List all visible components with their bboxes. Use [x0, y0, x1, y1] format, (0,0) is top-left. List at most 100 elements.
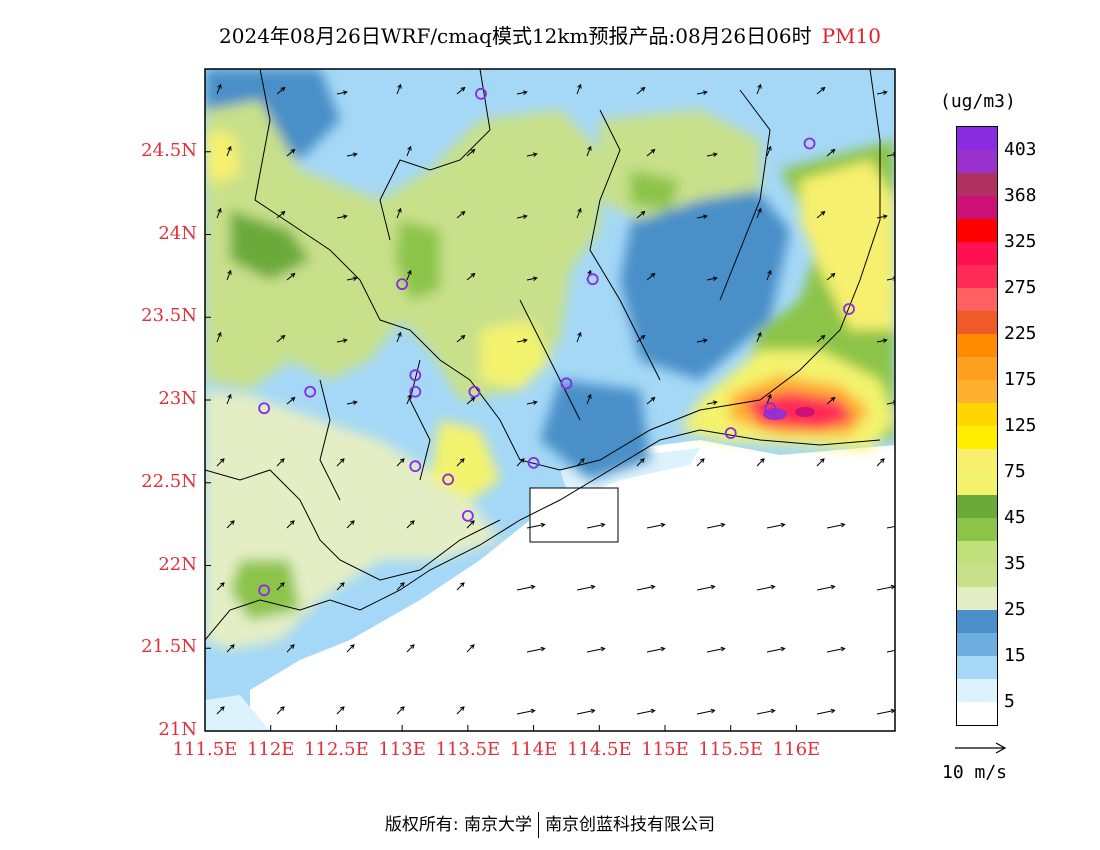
wind-arrow-head: [767, 145, 772, 151]
wind-arrow-head: [532, 400, 538, 405]
wind-arrow: [816, 211, 825, 219]
sea-area: [250, 440, 895, 731]
wind-arrow-head: [409, 520, 415, 525]
wind-arrow: [216, 332, 222, 343]
wind-arrow-head: [399, 706, 405, 711]
wind-arrow-head: [530, 584, 536, 590]
wind-arrow: [346, 644, 355, 653]
wind-arrow: [586, 146, 592, 157]
wind-arrow: [766, 394, 772, 405]
station-marker: [409, 460, 422, 473]
hotspot-peak-2: [795, 407, 815, 417]
wind-arrow-head: [229, 520, 235, 525]
wind-arrow: [286, 520, 295, 529]
station-marker: [843, 303, 855, 315]
wind-arrow-head: [757, 331, 762, 337]
wind-arrow-head: [767, 393, 772, 399]
colorbar-swatch: [957, 127, 997, 150]
wind-arrow: [876, 215, 887, 219]
wind-arrow: [396, 84, 402, 95]
wind-arrow-head: [712, 400, 718, 405]
wind-arrow: [586, 523, 605, 529]
footer-left: 版权所有: 南京大学: [384, 815, 533, 835]
colorbar-swatch: [957, 288, 997, 311]
wind-arrow: [886, 153, 895, 157]
wind-arrow-head: [600, 646, 606, 652]
wind-arrow: [756, 709, 775, 715]
wind-arrow: [336, 582, 345, 591]
wind-arrow-head: [217, 207, 222, 213]
wind-arrow-head: [879, 458, 885, 463]
wind-arrow-head: [840, 646, 846, 652]
wind-arrow: [516, 339, 527, 343]
wind-arrow: [226, 520, 235, 529]
map-title: 2024年08月26日WRF/cmaq模式12km预报产品:08月26日06时 P…: [0, 20, 1100, 49]
wind-arrow-head: [650, 148, 656, 154]
wind-arrow-head: [227, 145, 232, 151]
wind-arrow-head: [219, 458, 225, 463]
wind-arrow: [886, 277, 895, 281]
wind-arrow: [576, 709, 595, 715]
lat-label: 21.5N: [141, 636, 197, 658]
wind-arrow-head: [280, 210, 286, 216]
station-marker: [803, 137, 816, 150]
wind-arrow-head: [819, 458, 825, 463]
wind-arrow-head: [407, 269, 412, 275]
wind-arrow: [406, 394, 412, 405]
wind-arrow: [226, 394, 232, 405]
colorbar-swatch: [957, 656, 997, 679]
lon-label: 111.5E: [172, 739, 238, 760]
wind-arrow: [756, 208, 762, 219]
blob-dark-blue-3: [620, 170, 790, 380]
wind-arrow-head: [290, 396, 296, 402]
wind-arrow: [756, 585, 775, 591]
wind-arrow-head: [469, 520, 475, 525]
colorbar-swatch: [957, 610, 997, 633]
wind-arrow-head: [540, 646, 546, 652]
colorbar-swatch: [957, 403, 997, 426]
wind-arrow: [226, 644, 235, 653]
colorbar-swatch: [957, 472, 997, 495]
wind-arrow: [876, 339, 887, 343]
wind-arrow-head: [459, 582, 465, 587]
wind-arrow-head: [770, 708, 776, 714]
wind-arrow-head: [289, 644, 295, 649]
colorbar-swatch: [957, 173, 997, 196]
wind-arrow-head: [820, 334, 826, 340]
wind-arrow-head: [702, 338, 708, 343]
wind-arrow-head: [650, 396, 656, 402]
wind-arrow: [466, 397, 475, 405]
wind-arrow: [696, 91, 707, 95]
wind-arrow: [886, 401, 895, 405]
wind-arrow-head: [522, 338, 528, 343]
lon-label: 112E: [246, 739, 295, 760]
wind-arrow: [576, 84, 582, 95]
wind-arrow-head: [882, 338, 888, 343]
wind-arrow: [396, 332, 402, 343]
wind-arrow: [396, 458, 405, 467]
wind-arrow: [826, 397, 835, 405]
wind-arrow-head: [532, 276, 538, 281]
wind-arrow-head: [650, 272, 656, 278]
region-yellow-2: [430, 420, 500, 500]
wind-arrow: [696, 215, 707, 219]
wind-arrow-head: [280, 334, 286, 340]
wind-arrow: [336, 339, 347, 343]
station-markers: [258, 87, 855, 597]
wind-arrow: [466, 273, 475, 281]
wind-arrow-head: [219, 582, 225, 587]
wind-arrow-head: [901, 523, 905, 527]
wind-arrow-head: [352, 152, 358, 157]
wind-arrow-head: [279, 706, 285, 711]
wind-arrow: [456, 87, 465, 95]
lat-label: 22N: [158, 553, 197, 575]
wind-arrow: [456, 211, 465, 219]
station-marker: [475, 87, 487, 100]
lon-label: 113.5E: [435, 739, 501, 760]
wind-arrow-head: [530, 708, 536, 714]
wind-arrow-head: [901, 647, 905, 651]
wind-arrow: [826, 647, 845, 653]
wind-arrow: [406, 146, 412, 157]
wind-arrow-head: [289, 520, 295, 525]
